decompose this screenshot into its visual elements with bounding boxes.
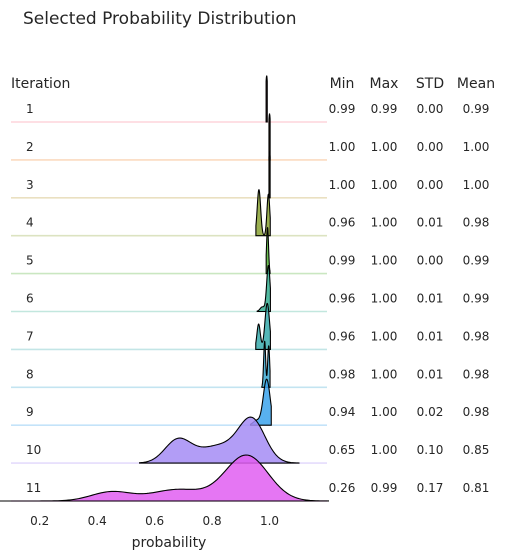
ridge-row: 1 0.99 0.99 0.00 0.99 [11,75,490,123]
stat-min-cell: 0.96 [329,329,356,343]
stat-std-cell: 0.00 [417,102,444,116]
stat-max-cell: 1.00 [371,367,398,381]
iteration-label: 10 [26,443,41,457]
stat-max-cell: 1.00 [371,178,398,192]
stat-min-cell: 0.98 [329,367,356,381]
ridge-density [268,151,271,199]
stat-mean-cell: 0.81 [463,481,490,495]
stat-min-cell: 0.99 [329,102,356,116]
stat-mean-cell: 0.98 [463,405,490,419]
stat-min-cell: 0.96 [329,216,356,230]
row-header: Iteration [11,76,70,92]
stat-mean-cell: 0.85 [463,443,490,457]
stat-header-std: STD [416,76,444,92]
ridges: 1 0.99 0.99 0.00 0.992 1.00 1.00 0.00 1.003 1.00 1… [0,75,490,502]
stat-max-cell: 1.00 [371,254,398,268]
ridge-row: 5 0.99 1.00 0.00 0.99 [11,226,490,275]
ridge-density [265,226,271,275]
stat-min-cell: 0.65 [329,443,356,457]
iteration-label: 5 [26,254,34,268]
stat-header-mean: Mean [457,76,495,92]
stat-mean-cell: 0.99 [463,254,490,268]
ridge-density [256,264,271,313]
stat-mean-cell: 0.98 [463,367,490,381]
stat-max-cell: 1.00 [371,216,398,230]
stat-std-cell: 0.10 [417,443,444,457]
stat-mean-cell: 0.98 [463,329,490,343]
stat-min-cell: 0.26 [329,481,356,495]
stat-mean-cell: 0.99 [463,102,490,116]
stat-mean-cell: 0.98 [463,216,490,230]
stat-mean-cell: 0.99 [463,292,490,306]
ridge-row: 11 0.26 0.99 0.17 0.81 [0,454,490,502]
stat-min-cell: 0.94 [329,405,356,419]
stat-std-cell: 0.01 [417,367,444,381]
stat-mean-cell: 1.00 [463,178,490,192]
ridge-density [255,302,271,350]
ridge-density [255,189,271,237]
iteration-label: 4 [26,216,34,230]
stat-header-max: Max [370,76,399,92]
iteration-label: 2 [26,140,34,154]
ridge-density [261,340,271,388]
ridge-row: 4 0.96 1.00 0.01 0.98 [11,189,490,237]
x-tick-label: 0.8 [203,514,222,528]
ridge-row: 10 0.65 1.00 0.10 0.85 [11,416,490,464]
x-axis: 0.2 0.4 0.6 0.8 1.0 [30,514,279,528]
ridge-row: 6 0.96 1.00 0.01 0.99 [11,264,490,313]
iteration-label: 7 [26,329,34,343]
stat-max-cell: 1.00 [371,292,398,306]
iteration-label: 3 [26,178,34,192]
x-tick-label: 0.6 [145,514,164,528]
x-axis-label: probability [132,535,207,551]
stat-std-cell: 0.01 [417,329,444,343]
x-tick-label: 1.0 [260,514,279,528]
iteration-label: 6 [26,292,34,306]
x-tick-label: 0.4 [88,514,107,528]
ridge-density [265,75,268,123]
stat-std-cell: 0.00 [417,140,444,154]
stat-std-cell: 0.01 [417,216,444,230]
stat-min-cell: 1.00 [329,140,356,154]
stat-max-cell: 1.00 [371,443,398,457]
stat-std-cell: 0.01 [417,292,444,306]
iteration-label: 1 [26,102,34,116]
stat-std-cell: 0.02 [417,405,444,419]
stat-max-cell: 1.00 [371,329,398,343]
iteration-label: 8 [26,367,34,381]
iteration-label: 11 [26,481,41,495]
stat-mean-cell: 1.00 [463,140,490,154]
ridge-density [139,416,300,464]
ridge-row: 8 0.98 1.00 0.01 0.98 [11,340,490,389]
stat-std-cell: 0.00 [417,178,444,192]
stat-min-cell: 1.00 [329,178,356,192]
x-tick-label: 0.2 [30,514,49,528]
stat-min-cell: 0.96 [329,292,356,306]
stat-std-cell: 0.17 [417,481,444,495]
chart-title: Selected Probability Distribution [23,9,297,29]
ridge-density [268,113,271,161]
stat-std-cell: 0.00 [417,254,444,268]
stat-max-cell: 1.00 [371,140,398,154]
stat-max-cell: 0.99 [371,481,398,495]
stat-max-cell: 1.00 [371,405,398,419]
iteration-label: 9 [26,405,34,419]
stat-min-cell: 0.99 [329,254,356,268]
ridge-row: 2 1.00 1.00 0.00 1.00 [11,113,490,161]
ridge-density [0,454,329,502]
stat-header-min: Min [330,76,355,92]
ridge-row: 3 1.00 1.00 0.00 1.00 [11,151,490,199]
stat-max-cell: 0.99 [371,102,398,116]
ridge-row: 7 0.96 1.00 0.01 0.98 [11,302,490,351]
